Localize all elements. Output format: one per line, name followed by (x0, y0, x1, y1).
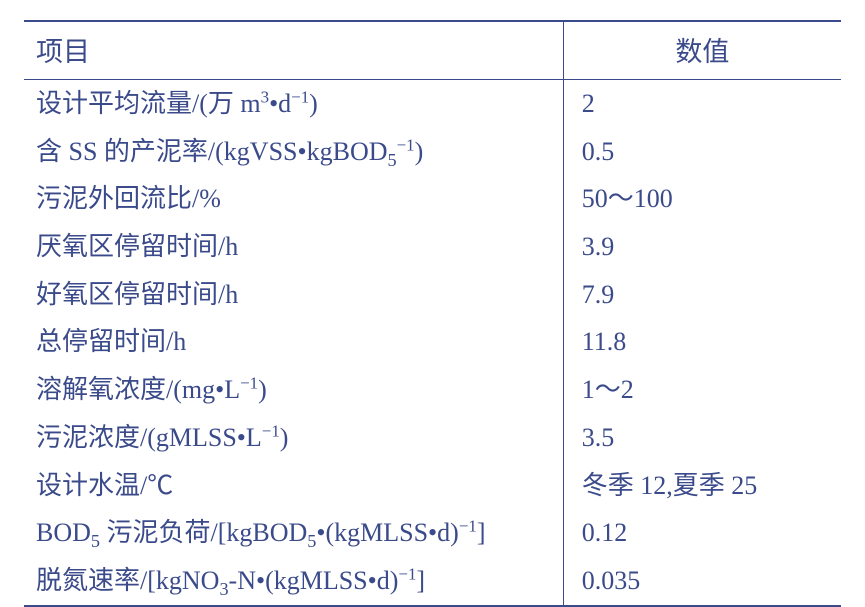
row-value: 1～2 (563, 366, 841, 414)
row-key: 含 SS 的产泥率/(kgVSS•kgBOD5−1) (24, 128, 563, 176)
table-row: 溶解氧浓度/(mg•L−1) 1～2 (24, 366, 841, 414)
row-value: 7.9 (563, 271, 841, 319)
row-value: 50～100 (563, 175, 841, 223)
row-key: 污泥外回流比/% (24, 175, 563, 223)
table-row: 污泥外回流比/% 50～100 (24, 175, 841, 223)
table-row: 含 SS 的产泥率/(kgVSS•kgBOD5−1) 0.5 (24, 128, 841, 176)
table-row: 设计水温/℃ 冬季 12,夏季 25 (24, 462, 841, 510)
row-value: 0.035 (563, 557, 841, 606)
table-header-row: 项目 数值 (24, 21, 841, 80)
table-row: 设计平均流量/(万 m3•d−1) 2 (24, 80, 841, 128)
row-value: 0.12 (563, 509, 841, 557)
table-row: 污泥浓度/(gMLSS•L−1) 3.5 (24, 414, 841, 462)
row-key: 污泥浓度/(gMLSS•L−1) (24, 414, 563, 462)
table-row: 脱氮速率/[kgNO3-N•(kgMLSS•d)−1] 0.035 (24, 557, 841, 606)
table-row: BOD5 污泥负荷/[kgBOD5•(kgMLSS•d)−1] 0.12 (24, 509, 841, 557)
column-header-item: 项目 (24, 21, 563, 80)
row-value: 3.9 (563, 223, 841, 271)
table-row: 厌氧区停留时间/h 3.9 (24, 223, 841, 271)
row-key: 总停留时间/h (24, 318, 563, 366)
table-row: 总停留时间/h 11.8 (24, 318, 841, 366)
row-value: 11.8 (563, 318, 841, 366)
row-key: 溶解氧浓度/(mg•L−1) (24, 366, 563, 414)
row-value: 2 (563, 80, 841, 128)
row-value: 0.5 (563, 128, 841, 176)
row-value: 冬季 12,夏季 25 (563, 462, 841, 510)
table-body: 设计平均流量/(万 m3•d−1) 2 含 SS 的产泥率/(kgVSS•kgB… (24, 80, 841, 606)
row-key: 脱氮速率/[kgNO3-N•(kgMLSS•d)−1] (24, 557, 563, 606)
row-value: 3.5 (563, 414, 841, 462)
row-key: BOD5 污泥负荷/[kgBOD5•(kgMLSS•d)−1] (24, 509, 563, 557)
row-key: 设计平均流量/(万 m3•d−1) (24, 80, 563, 128)
design-parameters-table: 项目 数值 设计平均流量/(万 m3•d−1) 2 含 SS 的产泥率/(kgV… (24, 20, 841, 607)
row-key: 好氧区停留时间/h (24, 271, 563, 319)
column-header-value: 数值 (563, 21, 841, 80)
row-key: 厌氧区停留时间/h (24, 223, 563, 271)
row-key: 设计水温/℃ (24, 462, 563, 510)
table-row: 好氧区停留时间/h 7.9 (24, 271, 841, 319)
